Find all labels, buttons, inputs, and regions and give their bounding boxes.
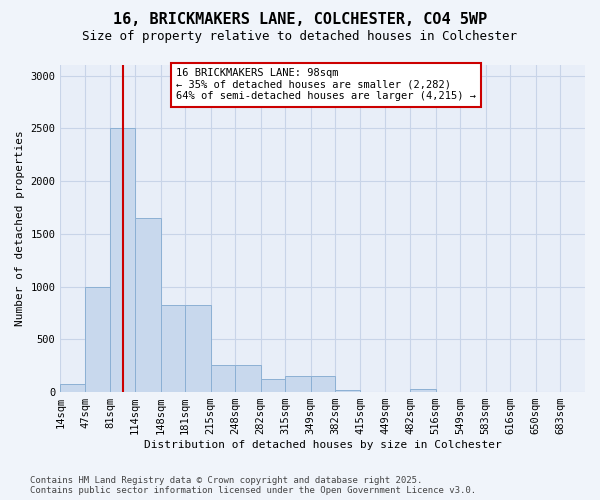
Bar [260, 380, 286, 392]
Bar [110, 128, 135, 392]
Bar [161, 305, 185, 392]
Bar [235, 364, 260, 392]
Bar [61, 384, 85, 392]
Bar [85, 286, 110, 392]
Bar [211, 364, 235, 392]
Text: 16 BRICKMAKERS LANE: 98sqm
← 35% of detached houses are smaller (2,282)
64% of s: 16 BRICKMAKERS LANE: 98sqm ← 35% of deta… [176, 68, 476, 102]
Bar [410, 389, 436, 392]
Text: 16, BRICKMAKERS LANE, COLCHESTER, CO4 5WP: 16, BRICKMAKERS LANE, COLCHESTER, CO4 5W… [113, 12, 487, 28]
Bar [135, 218, 161, 392]
Text: Contains HM Land Registry data © Crown copyright and database right 2025.
Contai: Contains HM Land Registry data © Crown c… [30, 476, 476, 495]
Bar [335, 390, 360, 392]
Bar [286, 376, 311, 392]
Bar [311, 376, 335, 392]
Bar [185, 305, 211, 392]
Y-axis label: Number of detached properties: Number of detached properties [15, 130, 25, 326]
Text: Size of property relative to detached houses in Colchester: Size of property relative to detached ho… [83, 30, 517, 43]
X-axis label: Distribution of detached houses by size in Colchester: Distribution of detached houses by size … [144, 440, 502, 450]
